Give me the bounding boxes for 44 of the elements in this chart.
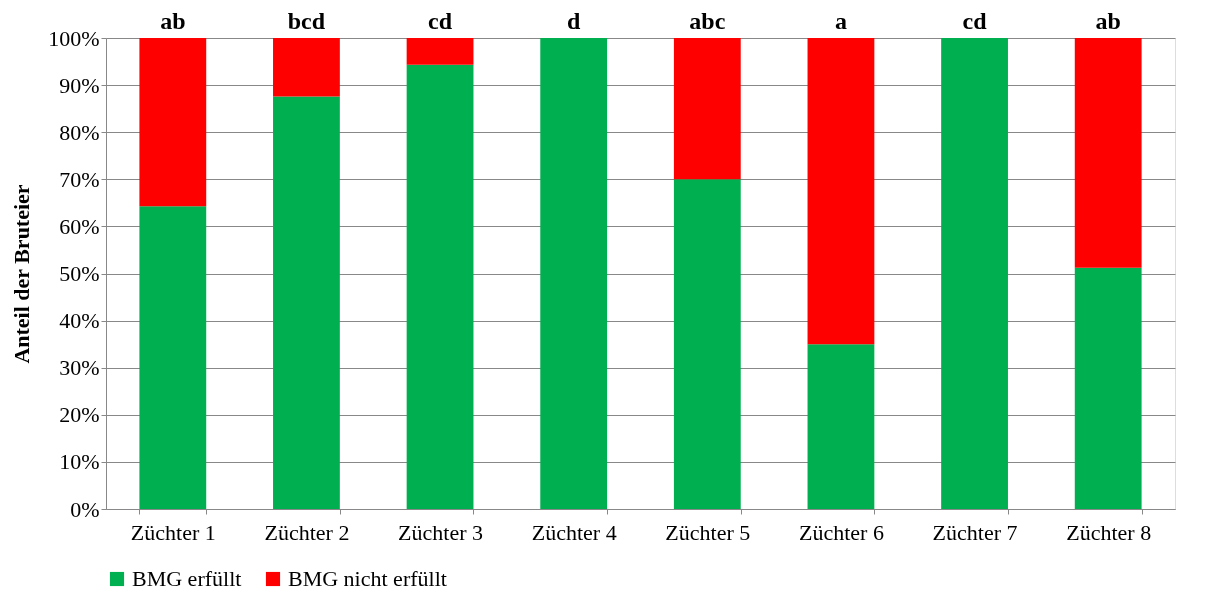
y-axis-title: Anteil der Bruteier bbox=[9, 184, 35, 364]
bar bbox=[406, 38, 474, 65]
y-tick-label: 40% bbox=[59, 308, 100, 334]
y-tick-label: 70% bbox=[59, 166, 100, 192]
annotation: ab bbox=[1095, 8, 1121, 34]
annotation: abc bbox=[689, 8, 726, 34]
x-tick-label: Züchter 1 bbox=[130, 519, 216, 545]
bar bbox=[540, 38, 608, 509]
bar bbox=[273, 38, 340, 97]
x-tick-label: Züchter 5 bbox=[665, 519, 751, 545]
bar bbox=[807, 344, 875, 509]
bar bbox=[941, 38, 1008, 509]
y-tick-label: 0% bbox=[70, 496, 100, 522]
bar bbox=[1074, 267, 1142, 509]
annotation: cd bbox=[962, 8, 988, 34]
bar bbox=[673, 179, 741, 509]
y-tick-label: 10% bbox=[59, 449, 100, 475]
bar bbox=[406, 64, 474, 509]
y-tick-label: 100% bbox=[48, 25, 100, 51]
annotation: ab bbox=[160, 8, 186, 34]
annotation: a bbox=[834, 8, 847, 34]
x-tick-label: Züchter 3 bbox=[398, 519, 484, 545]
bar bbox=[273, 96, 340, 509]
annotation: d bbox=[567, 8, 582, 34]
bar bbox=[673, 38, 741, 180]
bar bbox=[139, 206, 207, 509]
legend-label: BMG nicht erfüllt bbox=[288, 566, 447, 591]
x-tick-label: Züchter 2 bbox=[264, 519, 350, 545]
legend-label: BMG erfüllt bbox=[132, 566, 242, 591]
bar bbox=[807, 38, 875, 345]
y-tick-label: 30% bbox=[59, 355, 100, 381]
x-tick-label: Züchter 8 bbox=[1066, 519, 1152, 545]
y-tick-label: 90% bbox=[59, 72, 100, 98]
y-tick-label: 80% bbox=[59, 119, 100, 145]
x-tick-label: Züchter 4 bbox=[531, 519, 617, 545]
bar bbox=[139, 38, 207, 207]
bar bbox=[1074, 38, 1142, 268]
x-tick-label: Züchter 6 bbox=[798, 519, 884, 545]
y-tick-label: 60% bbox=[59, 213, 100, 239]
y-tick-label: 50% bbox=[59, 261, 100, 286]
y-tick-label: 20% bbox=[59, 402, 100, 428]
annotation: cd bbox=[428, 8, 453, 34]
x-tick-label: Züchter 7 bbox=[932, 519, 1018, 545]
annotation: bcd bbox=[287, 8, 326, 34]
